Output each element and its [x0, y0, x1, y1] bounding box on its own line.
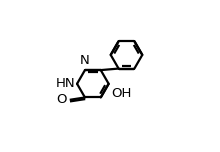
Text: OH: OH	[111, 87, 131, 100]
Text: N: N	[80, 54, 90, 67]
Text: O: O	[57, 93, 67, 106]
Text: HN: HN	[55, 77, 75, 90]
